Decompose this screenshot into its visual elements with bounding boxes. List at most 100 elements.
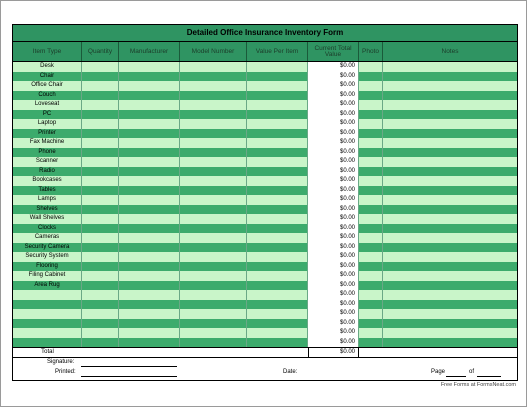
quantity-cell[interactable] xyxy=(82,119,119,129)
manufacturer-cell[interactable] xyxy=(119,261,180,271)
notes-cell[interactable] xyxy=(383,148,517,158)
quantity-cell[interactable] xyxy=(82,214,119,224)
value-per-item-cell[interactable] xyxy=(247,157,308,167)
value-per-item-cell[interactable] xyxy=(247,195,308,205)
value-per-item-cell[interactable] xyxy=(247,233,308,243)
notes-cell[interactable] xyxy=(383,91,517,101)
model-number-cell[interactable] xyxy=(180,185,247,195)
printed-name-field[interactable] xyxy=(81,376,177,377)
model-number-cell[interactable] xyxy=(180,328,247,338)
manufacturer-cell[interactable] xyxy=(119,290,180,300)
manufacturer-cell[interactable] xyxy=(119,147,180,157)
model-number-cell[interactable] xyxy=(180,214,247,224)
model-number-cell[interactable] xyxy=(180,100,247,110)
manufacturer-cell[interactable] xyxy=(119,337,180,347)
model-number-cell[interactable] xyxy=(180,176,247,186)
manufacturer-cell[interactable] xyxy=(119,176,180,186)
page-number-field[interactable] xyxy=(446,376,466,377)
notes-cell[interactable] xyxy=(383,281,517,291)
quantity-cell[interactable] xyxy=(82,233,119,243)
value-per-item-cell[interactable] xyxy=(247,328,308,338)
quantity-cell[interactable] xyxy=(82,290,119,300)
model-number-cell[interactable] xyxy=(180,138,247,148)
manufacturer-cell[interactable] xyxy=(119,128,180,138)
notes-cell[interactable] xyxy=(383,309,517,319)
photo-cell[interactable] xyxy=(359,166,383,176)
model-number-cell[interactable] xyxy=(180,147,247,157)
model-number-cell[interactable] xyxy=(180,233,247,243)
manufacturer-cell[interactable] xyxy=(119,214,180,224)
quantity-cell[interactable] xyxy=(82,71,119,81)
quantity-cell[interactable] xyxy=(82,128,119,138)
quantity-cell[interactable] xyxy=(82,81,119,91)
photo-cell[interactable] xyxy=(359,261,383,271)
signature-field[interactable] xyxy=(81,366,177,367)
manufacturer-cell[interactable] xyxy=(119,119,180,129)
quantity-cell[interactable] xyxy=(82,280,119,290)
value-per-item-cell[interactable] xyxy=(247,280,308,290)
notes-cell[interactable] xyxy=(383,328,517,338)
model-number-cell[interactable] xyxy=(180,62,247,72)
photo-cell[interactable] xyxy=(359,176,383,186)
quantity-cell[interactable] xyxy=(82,271,119,281)
manufacturer-cell[interactable] xyxy=(119,299,180,309)
photo-cell[interactable] xyxy=(359,138,383,148)
model-number-cell[interactable] xyxy=(180,157,247,167)
manufacturer-cell[interactable] xyxy=(119,90,180,100)
photo-cell[interactable] xyxy=(359,90,383,100)
notes-cell[interactable] xyxy=(383,157,517,167)
value-per-item-cell[interactable] xyxy=(247,204,308,214)
value-per-item-cell[interactable] xyxy=(247,100,308,110)
value-per-item-cell[interactable] xyxy=(247,119,308,129)
model-number-cell[interactable] xyxy=(180,271,247,281)
quantity-cell[interactable] xyxy=(82,261,119,271)
value-per-item-cell[interactable] xyxy=(247,109,308,119)
manufacturer-cell[interactable] xyxy=(119,71,180,81)
quantity-cell[interactable] xyxy=(82,242,119,252)
value-per-item-cell[interactable] xyxy=(247,337,308,347)
photo-cell[interactable] xyxy=(359,328,383,338)
value-per-item-cell[interactable] xyxy=(247,261,308,271)
value-per-item-cell[interactable] xyxy=(247,138,308,148)
quantity-cell[interactable] xyxy=(82,62,119,72)
manufacturer-cell[interactable] xyxy=(119,223,180,233)
quantity-cell[interactable] xyxy=(82,252,119,262)
quantity-cell[interactable] xyxy=(82,337,119,347)
manufacturer-cell[interactable] xyxy=(119,280,180,290)
notes-cell[interactable] xyxy=(383,290,517,300)
notes-cell[interactable] xyxy=(383,262,517,272)
model-number-cell[interactable] xyxy=(180,242,247,252)
notes-cell[interactable] xyxy=(383,176,517,186)
value-per-item-cell[interactable] xyxy=(247,166,308,176)
value-per-item-cell[interactable] xyxy=(247,299,308,309)
model-number-cell[interactable] xyxy=(180,166,247,176)
photo-cell[interactable] xyxy=(359,280,383,290)
manufacturer-cell[interactable] xyxy=(119,242,180,252)
quantity-cell[interactable] xyxy=(82,328,119,338)
notes-cell[interactable] xyxy=(383,271,517,281)
quantity-cell[interactable] xyxy=(82,318,119,328)
photo-cell[interactable] xyxy=(359,157,383,167)
model-number-cell[interactable] xyxy=(180,223,247,233)
quantity-cell[interactable] xyxy=(82,100,119,110)
quantity-cell[interactable] xyxy=(82,176,119,186)
notes-cell[interactable] xyxy=(383,233,517,243)
manufacturer-cell[interactable] xyxy=(119,271,180,281)
model-number-cell[interactable] xyxy=(180,318,247,328)
manufacturer-cell[interactable] xyxy=(119,185,180,195)
quantity-cell[interactable] xyxy=(82,195,119,205)
notes-cell[interactable] xyxy=(383,205,517,215)
photo-cell[interactable] xyxy=(359,62,383,72)
manufacturer-cell[interactable] xyxy=(119,62,180,72)
photo-cell[interactable] xyxy=(359,290,383,300)
notes-cell[interactable] xyxy=(383,138,517,148)
notes-cell[interactable] xyxy=(383,252,517,262)
quantity-cell[interactable] xyxy=(82,166,119,176)
model-number-cell[interactable] xyxy=(180,337,247,347)
quantity-cell[interactable] xyxy=(82,157,119,167)
model-number-cell[interactable] xyxy=(180,109,247,119)
value-per-item-cell[interactable] xyxy=(247,128,308,138)
model-number-cell[interactable] xyxy=(180,90,247,100)
model-number-cell[interactable] xyxy=(180,119,247,129)
quantity-cell[interactable] xyxy=(82,90,119,100)
